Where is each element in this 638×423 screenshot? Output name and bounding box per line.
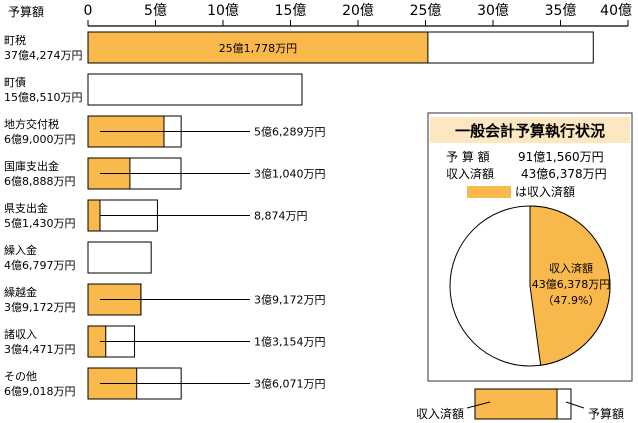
- category-label: 町税: [4, 33, 26, 47]
- budget-bar: [87, 241, 152, 274]
- category-label: 町債: [4, 75, 26, 89]
- pie-slice-label-line1: 収入済額: [549, 261, 593, 275]
- received-value-label: 5億6,289万円: [254, 126, 326, 139]
- x-tick-label: 5億: [144, 3, 167, 19]
- category-budget-label: 6億9,000万円: [4, 133, 76, 146]
- category-budget-label: 5億1,430万円: [4, 217, 76, 230]
- category-label: 県支出金: [4, 201, 48, 215]
- x-tick-label: 25億: [410, 3, 442, 19]
- bar-row: 諸収入 3億4,471万円 1億3,154万円: [4, 325, 326, 358]
- bar-row: 繰越金 3億9,172万円 3億9,172万円: [4, 283, 326, 316]
- legend-key-right-leader: [565, 401, 585, 409]
- legend-key-received-bar: [474, 388, 558, 420]
- summary-panel: 一般会計予算執行状況 予 算 額 91億1,560万円 収入済額 43億6,37…: [427, 112, 633, 382]
- legend-key-left-leader: [466, 401, 491, 409]
- category-label: 諸収入: [4, 327, 37, 341]
- category-label: 国庫支出金: [4, 159, 59, 173]
- bar-row: 国庫支出金 6億8,888万円 3億1,040万円: [4, 157, 326, 190]
- summary-panel-title: 一般会計予算執行状況: [455, 122, 605, 140]
- category-budget-label: 3億4,471万円: [4, 343, 76, 356]
- legend-key-left-label: 収入済額: [416, 406, 464, 421]
- x-tick-label: 30億: [477, 3, 509, 19]
- summary-budget-label: 予 算 額: [446, 149, 490, 164]
- axis-unit-label: 予算額: [8, 4, 44, 19]
- category-label: 繰入金: [4, 243, 37, 257]
- category-label: その他: [4, 370, 37, 383]
- received-swatch: [467, 186, 511, 198]
- bar-row: その他 6億9,018万円 3億6,071万円: [4, 367, 326, 400]
- bar-row: 町債 15億8,510万円: [4, 73, 303, 106]
- received-value-label: 1億3,154万円: [254, 336, 326, 349]
- bar-row: 県支出金 5億1,430万円 8,874万円: [4, 199, 308, 232]
- pie-chart: [449, 205, 611, 367]
- bar-row: 地方交付税 6億9,000万円 5億6,289万円: [4, 115, 326, 148]
- x-tick-label: 15億: [275, 3, 307, 19]
- received-value-label: 3億9,172万円: [254, 294, 326, 307]
- summary-budget-value: 91億1,560万円: [518, 150, 604, 164]
- received-value-label: 3億1,040万円: [254, 168, 326, 181]
- received-value-label: 25億1,778万円: [219, 42, 298, 55]
- budget-bar: [87, 73, 303, 106]
- category-budget-label: 4億6,797万円: [4, 259, 76, 272]
- x-tick-label: 40億: [600, 3, 632, 19]
- received-bar: [87, 31, 429, 64]
- category-label: 繰越金: [4, 285, 37, 299]
- category-label: 地方交付税: [4, 117, 59, 131]
- received-value-label: 3億6,071万円: [254, 378, 326, 391]
- received-value-label: 8,874万円: [254, 210, 308, 223]
- x-tick-label: 35億: [545, 3, 577, 19]
- x-tick-label: 0: [84, 3, 93, 19]
- legend-key-right-label: 予算額: [588, 406, 624, 421]
- legend-key: 収入済額 予算額: [416, 388, 624, 421]
- category-budget-label: 3億9,172万円: [4, 301, 76, 314]
- bar-row: 繰入金 4億6,797万円: [4, 241, 152, 274]
- pie-slice-label-line2: 43億6,378万円: [532, 278, 611, 291]
- summary-panel-title-bg: [430, 117, 630, 143]
- received-swatch-label: は収入済額: [515, 184, 575, 199]
- category-budget-label: 15億8,510万円: [4, 91, 83, 104]
- x-axis-ticks: 0 5億 10億 15億 20億 25億 30億 35億 40億: [84, 3, 632, 26]
- received-bar: [87, 199, 101, 232]
- pie-slice-label-line3: （47.9%）: [543, 294, 600, 307]
- x-tick-label: 20億: [342, 3, 374, 19]
- category-budget-label: 6億8,888万円: [4, 175, 76, 188]
- bar-row: 町税 37億4,274万円 25億1,778万円: [4, 31, 594, 64]
- summary-received-value: 43億6,378万円: [521, 167, 607, 181]
- category-budget-label: 37億4,274万円: [4, 49, 83, 62]
- category-budget-label: 6億9,018万円: [4, 385, 76, 398]
- pie-slice-received: [529, 205, 611, 366]
- summary-received-label: 収入済額: [446, 166, 494, 181]
- x-tick-label: 10億: [207, 3, 239, 19]
